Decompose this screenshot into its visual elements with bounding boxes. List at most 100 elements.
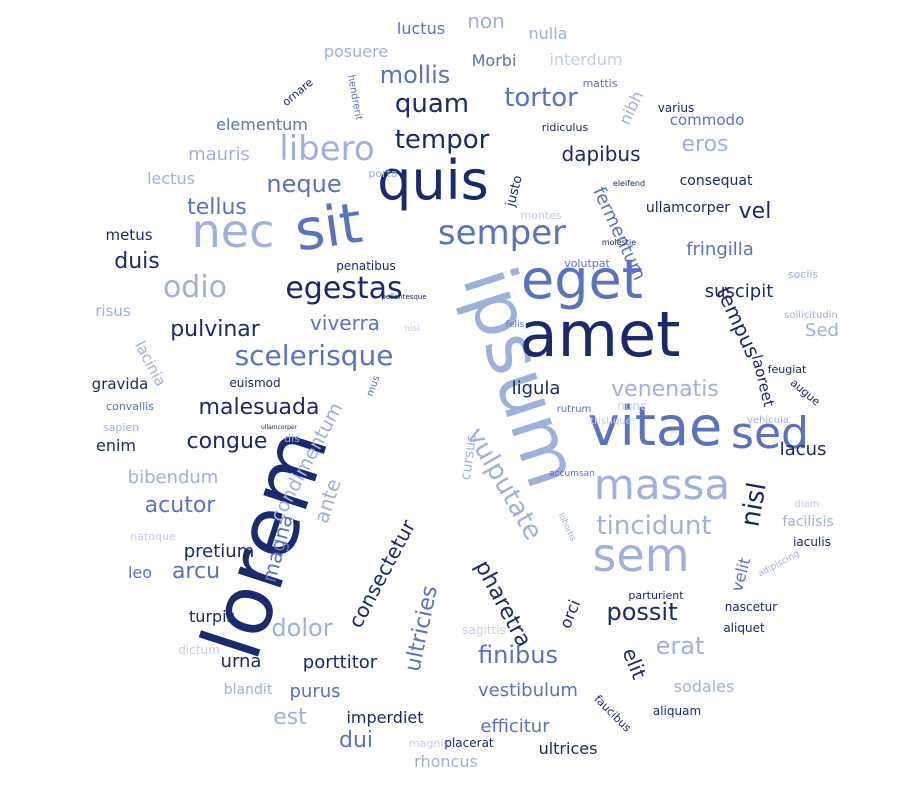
cloud-word: vehicula — [747, 415, 789, 426]
cloud-word: luctus — [397, 19, 445, 38]
cloud-word: dolor — [271, 614, 332, 642]
cloud-word: nulla — [529, 24, 568, 43]
cloud-word: eget — [521, 248, 643, 311]
cloud-word: Morbi — [472, 51, 517, 70]
cloud-word: nisi — [404, 324, 419, 334]
cloud-word: ultricies — [400, 583, 443, 673]
cloud-word: libero — [279, 129, 374, 169]
cloud-word: duis — [114, 249, 159, 274]
cloud-word: dis — [284, 432, 300, 445]
cloud-word: parturient — [628, 589, 684, 602]
cloud-word: dapibus — [562, 142, 641, 166]
cloud-word: eleifend — [613, 179, 645, 188]
cloud-word: interdum — [550, 50, 623, 69]
cloud-word: mauris — [188, 144, 250, 165]
cloud-word: elementum — [216, 115, 308, 134]
cloud-word: aliquet — [723, 621, 765, 635]
cloud-word: amet — [520, 298, 681, 371]
cloud-word: acutor — [145, 493, 217, 518]
cloud-word: rhoncus — [414, 752, 478, 771]
cloud-word: porta — [368, 167, 397, 180]
cloud-word: velit — [727, 555, 754, 593]
cloud-word: pharetra — [469, 556, 536, 651]
cloud-word: efficitur — [480, 716, 550, 737]
cloud-word: augue — [788, 376, 823, 408]
cloud-word: montes — [520, 209, 561, 222]
cloud-word: ullamcorper — [261, 424, 298, 431]
cloud-word: malesuada — [199, 395, 320, 420]
cloud-word: iaculis — [793, 535, 831, 549]
cloud-word: mattis — [583, 77, 618, 90]
cloud-word: tellus — [187, 195, 247, 220]
cloud-word: ligula — [512, 378, 561, 399]
cloud-word: imperdiet — [346, 708, 423, 727]
cloud-word: nascetur — [725, 600, 778, 614]
cloud-word: urna — [221, 651, 262, 672]
cloud-word: placerat — [444, 736, 494, 750]
cloud-word: volutpat — [564, 257, 610, 270]
cloud-word: diam — [795, 499, 820, 510]
cloud-word: tristique — [590, 416, 632, 427]
cloud-word: consequat — [680, 173, 753, 189]
cloud-word: orci — [556, 597, 585, 631]
cloud-word: convallis — [106, 400, 154, 413]
cloud-word: lectus — [147, 169, 195, 188]
cloud-word: sagittis — [462, 623, 506, 637]
cloud-word: gravida — [92, 375, 149, 393]
cloud-word: penatibus — [336, 259, 395, 273]
cloud-word: ullamcorper — [646, 200, 730, 216]
cloud-word: possit — [606, 598, 677, 626]
cloud-word: metus — [105, 226, 152, 244]
cloud-word: nunc — [617, 399, 646, 413]
cloud-word: quis — [377, 149, 489, 212]
cloud-word: commodo — [670, 111, 745, 129]
cloud-word: fringilla — [686, 239, 754, 260]
cloud-word: sem — [592, 528, 689, 582]
cloud-word: vel — [739, 199, 772, 224]
cloud-word: leo — [128, 563, 152, 582]
cloud-word: nec — [192, 204, 275, 258]
cloud-word: cursus — [458, 434, 480, 482]
cloud-word: molestie — [602, 238, 636, 247]
cloud-word: pellentesque — [381, 293, 426, 301]
cloud-word: feugiat — [768, 363, 807, 376]
cloud-word: congue — [187, 429, 268, 454]
cloud-word: ornare — [280, 76, 316, 109]
cloud-word: mus — [365, 374, 383, 398]
cloud-word: risus — [95, 302, 131, 320]
cloud-word: dictum — [178, 643, 220, 657]
cloud-word: aliquam — [653, 704, 701, 718]
cloud-word: sapien — [103, 421, 139, 434]
cloud-word: magnis — [409, 737, 449, 750]
cloud-word: scelerisque — [235, 339, 394, 372]
cloud-word: vestibulum — [478, 680, 578, 701]
cloud-word: tortor — [504, 83, 578, 113]
cloud-word: justo — [503, 174, 526, 209]
cloud-word: turpis — [189, 607, 235, 626]
cloud-word: ultrices — [539, 739, 598, 758]
cloud-word: finibus — [478, 641, 558, 669]
cloud-word: purus — [289, 681, 340, 702]
cloud-word: vitae — [588, 395, 722, 458]
cloud-word: tincidunt — [596, 511, 711, 541]
cloud-word: venenatis — [611, 377, 719, 402]
cloud-word: odio — [163, 270, 227, 305]
cloud-word: non — [467, 9, 505, 33]
cloud-word: laoreet — [748, 353, 778, 409]
cloud-word: hendrerit — [345, 74, 364, 121]
cloud-word: quam — [395, 89, 469, 119]
cloud-word: pretium — [184, 541, 255, 562]
cloud-word: enim — [96, 436, 136, 455]
cloud-word: eros — [681, 132, 728, 157]
cloud-word: dui — [339, 728, 373, 753]
cloud-word: blandit — [224, 682, 273, 698]
cloud-word: massa — [594, 460, 730, 509]
cloud-word: semper — [438, 213, 566, 253]
cloud-word: erat — [656, 632, 705, 660]
cloud-word: euismod — [229, 376, 280, 390]
cloud-word: faucibus — [591, 693, 633, 735]
cloud-word: viverra — [310, 311, 380, 335]
cloud-word: facilisis — [782, 514, 833, 530]
